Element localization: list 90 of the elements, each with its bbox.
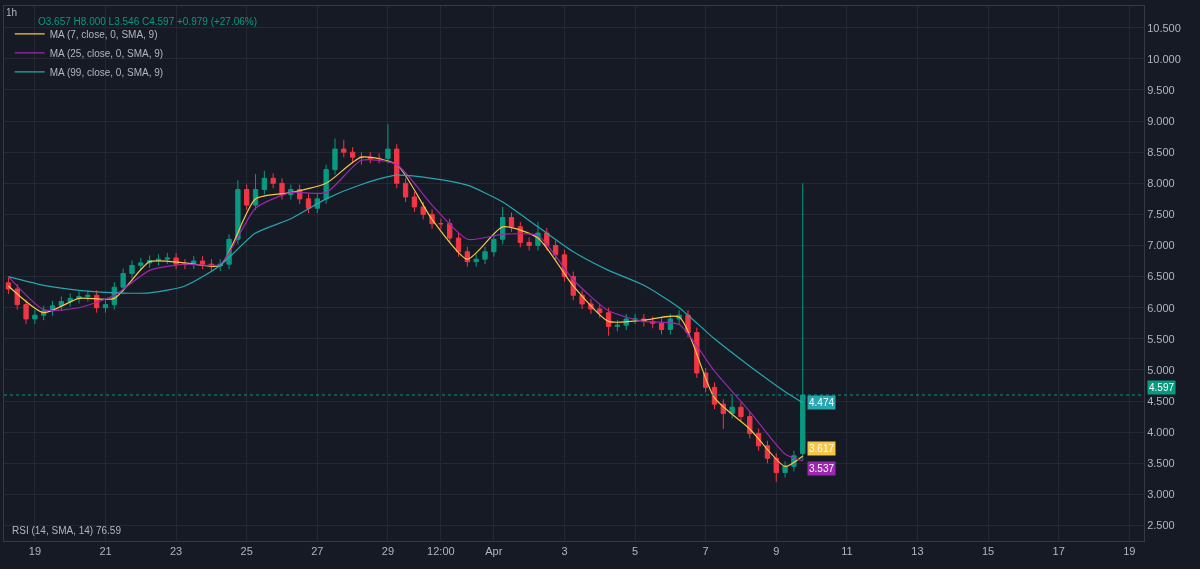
x-tick-label: 19 <box>1123 545 1136 558</box>
candlestick <box>376 152 382 164</box>
y-tick-label: 7.500 <box>1147 208 1175 221</box>
y-tick-label: 4.000 <box>1147 425 1175 438</box>
candlestick <box>420 201 426 220</box>
y-tick-label: 10.500 <box>1147 21 1181 34</box>
candlestick <box>747 411 753 439</box>
candlestick <box>508 212 515 233</box>
x-tick-label: 27 <box>311 545 324 558</box>
candlestick <box>658 317 665 335</box>
candlestick <box>182 258 188 270</box>
x-tick-label: 21 <box>99 545 112 558</box>
x-tick-label: 5 <box>631 545 639 558</box>
candlestick <box>597 303 603 319</box>
candlestick <box>138 257 144 271</box>
candlestick <box>358 151 365 166</box>
y-tick-label: 9.000 <box>1147 114 1175 127</box>
candlestick <box>85 289 91 302</box>
legend-label: MA (25, close, 0, SMA, 9) <box>49 47 164 59</box>
candlestick <box>129 259 135 279</box>
candlestick <box>270 172 276 189</box>
annotation: 3.617 <box>809 443 835 454</box>
x-tick-label: Apr <box>485 545 503 558</box>
annotation: 3.537 <box>809 463 835 474</box>
annotation: 4.474 <box>809 397 835 408</box>
x-tick-label: 29 <box>381 545 395 558</box>
candlestick <box>394 143 400 189</box>
y-tick-label: 6.500 <box>1147 270 1175 283</box>
x-tick-label: 12:00 <box>427 545 455 558</box>
x-tick-label: 3 <box>561 545 568 558</box>
y-tick-label: 3.500 <box>1147 457 1175 470</box>
y-tick-label: 5.000 <box>1147 363 1175 376</box>
candlestick <box>614 319 621 332</box>
legend-label: MA (7, close, 0, SMA, 9) <box>49 28 158 40</box>
candlestick <box>473 253 479 268</box>
candlestick <box>102 299 109 314</box>
candlestick <box>438 218 444 230</box>
candlestick <box>164 252 170 265</box>
annotation: RSI (14, SMA, 14) 76.59 <box>12 525 122 536</box>
candlestick <box>500 206 506 245</box>
candlestick <box>67 292 73 307</box>
y-tick-label: 9.500 <box>1147 83 1175 96</box>
candlestick <box>252 173 259 211</box>
legend-label: MA (99, close, 0, SMA, 9) <box>49 66 164 78</box>
y-tick-label: 10.000 <box>1147 52 1181 65</box>
x-tick-label: 11 <box>841 545 853 558</box>
candlestick <box>773 452 779 483</box>
candlestick <box>261 170 268 195</box>
y-tick-label: 4.500 <box>1147 394 1175 407</box>
y-tick-label: 5.500 <box>1147 332 1175 345</box>
y-tick-label: 8.000 <box>1147 177 1175 190</box>
candlestick <box>244 184 250 211</box>
candlestick <box>32 309 38 325</box>
x-tick-label: 23 <box>169 545 183 558</box>
y-tick-label: 2.500 <box>1147 519 1175 532</box>
x-tick-label: 19 <box>28 545 42 558</box>
candlestick <box>332 138 338 176</box>
y-tick-label: 6.000 <box>1147 301 1175 314</box>
y-tick-label: 8.500 <box>1147 146 1175 159</box>
candlestick <box>76 291 82 304</box>
candlestick <box>23 299 29 325</box>
y-tick-label: 7.000 <box>1147 239 1175 252</box>
x-tick-label: 7 <box>702 545 709 558</box>
candlestick <box>402 177 409 203</box>
x-tick-label: 13 <box>911 545 924 558</box>
candlestick <box>199 255 206 270</box>
ref-line-label: 4.597 <box>1149 382 1175 393</box>
candlestick <box>455 232 462 258</box>
candlestick <box>5 277 12 295</box>
candlestick <box>738 401 744 423</box>
chart-title: 1h <box>6 6 18 18</box>
candlestick <box>305 193 312 214</box>
candlestick <box>632 313 638 325</box>
x-tick-label: 17 <box>1052 545 1065 558</box>
candlestick <box>349 146 356 163</box>
x-tick-label: 25 <box>240 545 253 558</box>
candlestick <box>235 179 241 245</box>
annotation: O3.657 H8.000 L3.546 C4.597 +0.979 (+27.06%) <box>38 16 258 27</box>
candlestick <box>385 123 391 164</box>
candlestick <box>526 236 532 251</box>
candlestick <box>667 313 674 335</box>
y-tick-label: 3.000 <box>1147 488 1175 501</box>
candlestick <box>411 191 418 213</box>
candlestick <box>447 218 453 244</box>
candlestick <box>482 246 488 265</box>
candlestick <box>120 268 126 293</box>
candlestick <box>782 460 788 479</box>
x-tick-label: 15 <box>981 545 995 558</box>
candlestick <box>341 139 347 158</box>
x-tick-label: 9 <box>773 545 780 558</box>
